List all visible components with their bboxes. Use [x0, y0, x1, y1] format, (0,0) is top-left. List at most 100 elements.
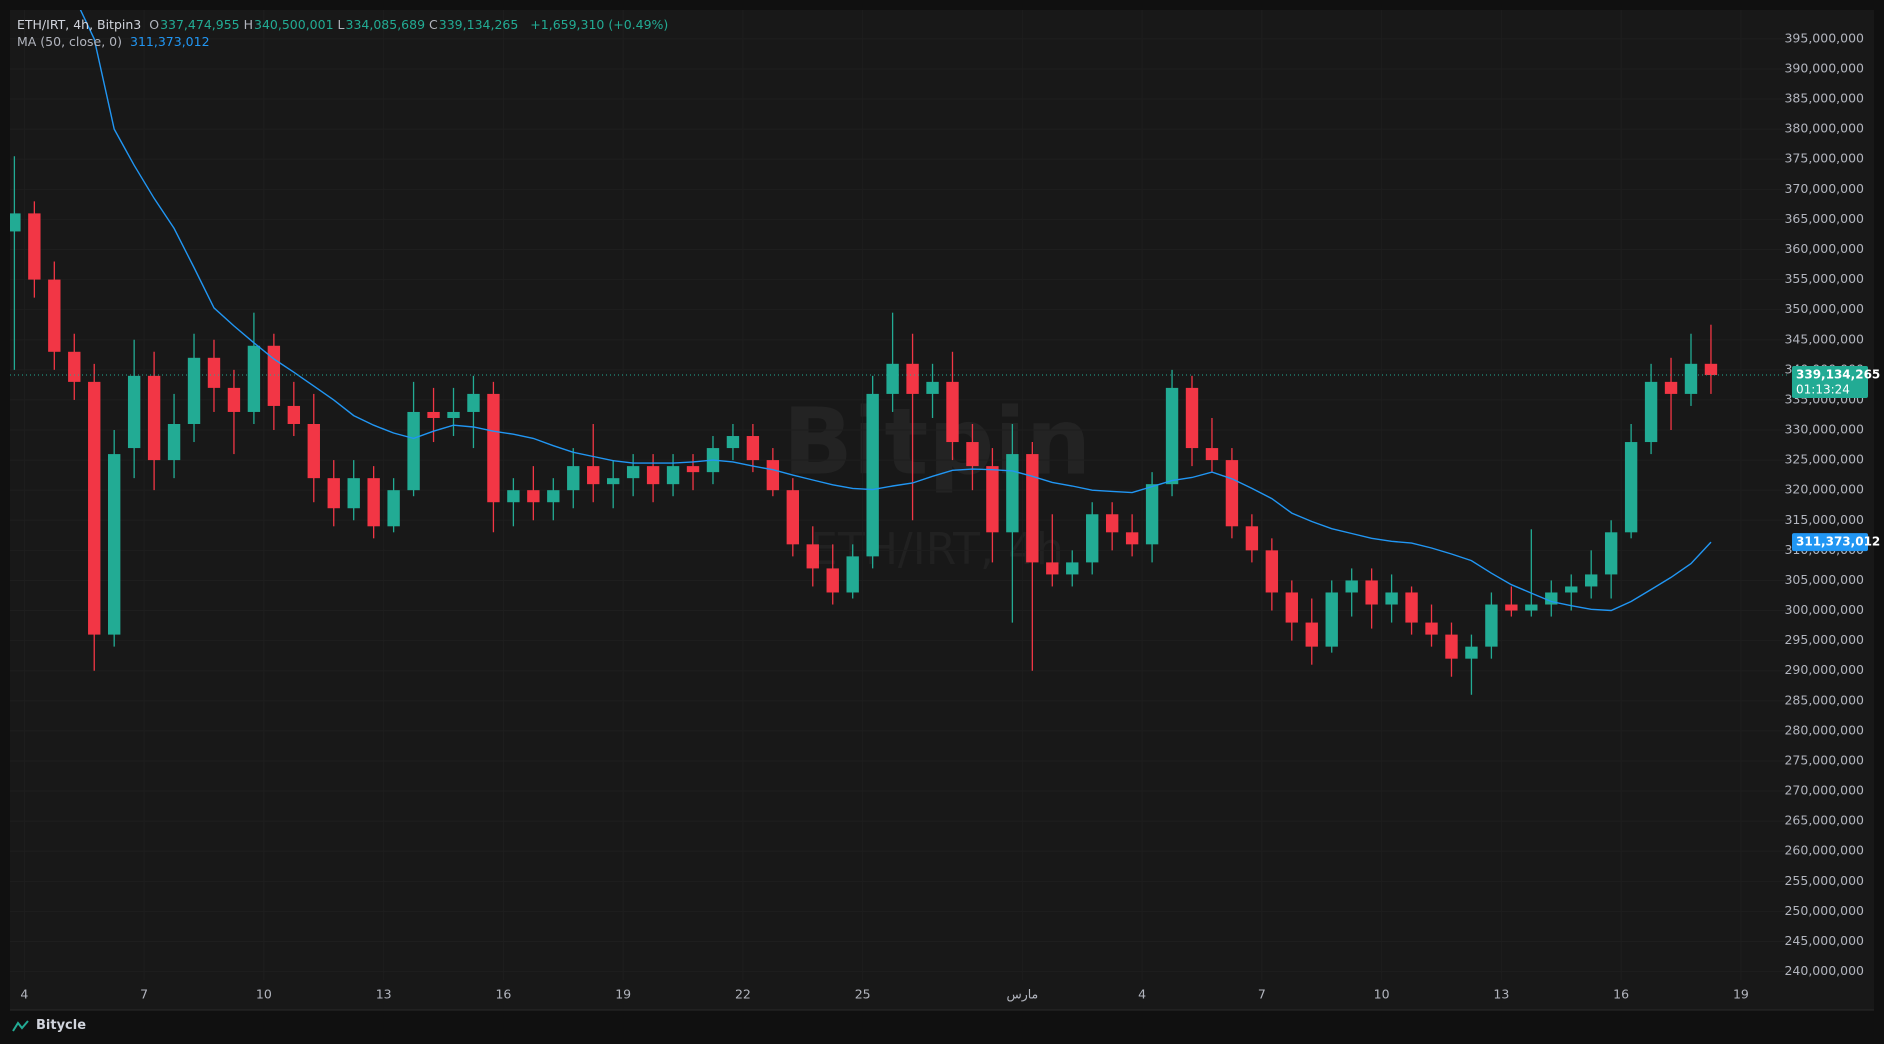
candle-body [746, 436, 760, 461]
x-tick-label: 7 [140, 987, 148, 1002]
y-tick-label: 390,000,000 [1784, 60, 1864, 75]
plot-area [10, 10, 1788, 980]
candle-body [1345, 580, 1358, 593]
candle-body [946, 381, 959, 443]
y-tick-label: 325,000,000 [1784, 452, 1864, 467]
footer-logo [12, 1019, 29, 1032]
candle-body [986, 466, 999, 533]
ohlc-label: O [149, 17, 160, 32]
candle-body [587, 466, 600, 485]
candle-body [527, 490, 540, 503]
candle-body [307, 423, 320, 479]
candle-body [646, 466, 660, 485]
candle-body [606, 478, 620, 485]
y-tick-label: 280,000,000 [1784, 722, 1864, 737]
candle-body [1145, 484, 1159, 545]
ma-tag-label: 311,373,012 [1796, 535, 1880, 549]
y-tick-label: 290,000,000 [1784, 662, 1864, 677]
ohlc-value: 340,500,001 [254, 17, 334, 32]
x-tick-label: 16 [495, 987, 511, 1002]
y-tick-label: 270,000,000 [1784, 783, 1864, 798]
x-tick-label: 22 [735, 987, 751, 1002]
y-tick-label: 240,000,000 [1784, 963, 1864, 978]
candle-body [1225, 460, 1239, 527]
candle-body [1205, 448, 1219, 461]
ma-value: 311,373,012 [130, 34, 210, 49]
price-axis [1788, 10, 1874, 1010]
candle-body [1664, 381, 1678, 394]
y-tick-label: 300,000,000 [1784, 602, 1864, 617]
candle-body [1105, 514, 1119, 533]
legend-line: ETH/IRT, 4h, Bitpin3 O337,474,955 H340,50… [17, 17, 672, 32]
candle-body [467, 393, 480, 412]
x-tick-label: 13 [1493, 987, 1509, 1002]
candle-body [1565, 586, 1578, 593]
candle-body [1485, 604, 1498, 647]
ma-legend: MA (50, close, 0) 311,373,012 [17, 34, 214, 49]
candle-body [1245, 526, 1259, 551]
candle-body [1185, 387, 1199, 449]
y-tick-label: 245,000,000 [1784, 933, 1864, 948]
y-tick-label: 275,000,000 [1784, 752, 1864, 767]
candle-body [1125, 532, 1139, 545]
y-tick-label: 345,000,000 [1784, 331, 1864, 346]
last-price-label: 339,134,265 [1796, 368, 1880, 382]
candle-body [1505, 604, 1518, 611]
candle-body [1265, 550, 1279, 593]
candle-body [547, 490, 560, 503]
candle-body [1365, 580, 1378, 605]
candle-body [846, 556, 859, 593]
candle-body [866, 393, 879, 557]
candle-body [1585, 574, 1598, 587]
candle-body [28, 213, 41, 280]
candle-body [387, 490, 400, 527]
last-price-tag [1792, 366, 1868, 399]
candle-body [108, 454, 121, 635]
candle-body [766, 460, 780, 491]
ohlc-value: 339,134,265 [438, 17, 519, 32]
candle-body [1325, 592, 1338, 647]
y-tick-label: 260,000,000 [1784, 843, 1864, 858]
y-tick-label: 330,000,000 [1784, 422, 1864, 437]
candle-body [1525, 604, 1538, 611]
y-tick-label: 375,000,000 [1784, 151, 1864, 166]
x-tick-label: 16 [1613, 987, 1629, 1002]
y-tick-label: 360,000,000 [1784, 241, 1864, 256]
candle-body [726, 436, 740, 449]
candle-body [1385, 592, 1398, 605]
candle-body [806, 544, 819, 569]
ohlc: O337,474,955 H340,500,001 L334,085,689 C339… [149, 17, 522, 32]
candle-body [886, 363, 899, 394]
candle-body [127, 375, 141, 449]
candle-body [1465, 646, 1478, 659]
candle-body [826, 568, 839, 593]
x-tick-label: 4 [20, 987, 28, 1002]
y-tick-label: 265,000,000 [1784, 813, 1864, 828]
y-tick-label: 250,000,000 [1784, 903, 1864, 918]
candle-body [1066, 562, 1079, 575]
x-tick-label: 7 [1258, 987, 1266, 1002]
footer-text: Bitycle [36, 1018, 87, 1033]
candle-body [147, 375, 161, 461]
candle-body [407, 411, 420, 491]
candle-body [1684, 363, 1698, 394]
moving-average [79, 10, 1712, 612]
candle-body [427, 411, 440, 418]
candle-body [786, 490, 800, 545]
y-tick-label: 285,000,000 [1784, 692, 1864, 707]
candle-body [227, 387, 241, 412]
candle-body [48, 279, 61, 352]
footer[interactable]: Bitycle [12, 1018, 86, 1033]
candle-body [567, 466, 580, 491]
y-tick-label: 295,000,000 [1784, 632, 1864, 647]
candle-body [666, 466, 680, 485]
candle-body [1086, 514, 1099, 563]
ohlc-label: H [243, 17, 254, 32]
candle-body [906, 363, 919, 394]
candle-body [167, 423, 181, 461]
candle-body [88, 381, 101, 635]
candle-body [1644, 381, 1658, 443]
ma-name: MA (50, close, 0) [17, 34, 123, 49]
candle-body [1165, 387, 1179, 485]
